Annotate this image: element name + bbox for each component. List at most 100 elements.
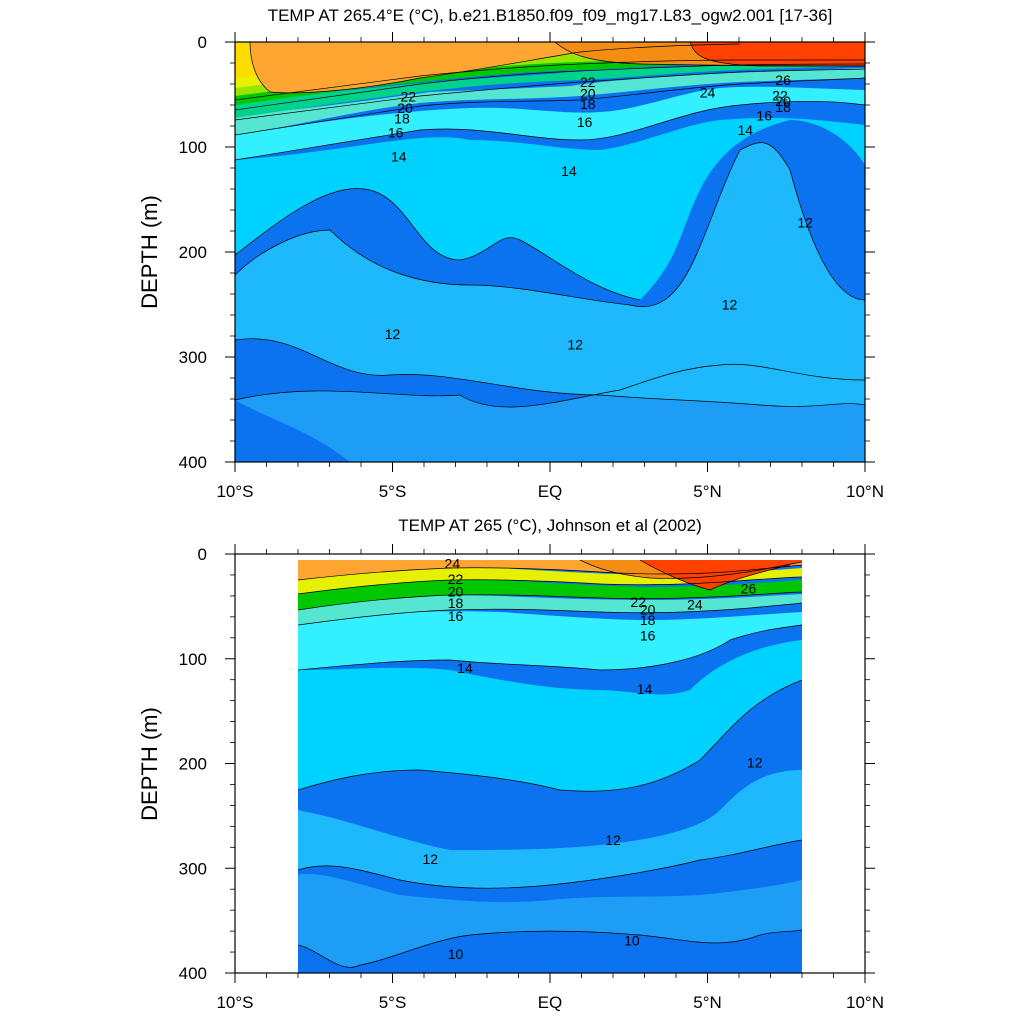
contour-label: 18 [394,111,410,127]
temp-band-18 [298,579,802,610]
temp-band-11 [298,874,802,968]
contour-label: 14 [391,148,407,164]
temp-band-14 [298,611,802,670]
contour-label: 12 [722,297,738,313]
y-tick-label: 0 [198,545,207,564]
y-tick-label: 200 [179,243,207,262]
y-tick-label: 400 [179,453,207,472]
contour-lines [298,560,802,968]
contour-label: 20 [397,100,413,116]
y-tick-label: 100 [179,138,207,157]
contour-line [235,100,865,161]
contour-label: 12 [567,336,583,352]
contour-label: 18 [448,595,464,611]
contour-line [298,602,802,626]
contour-label: 14 [637,681,653,697]
contour-label: 26 [775,72,791,88]
contour-label: 16 [756,108,772,124]
contour-line [689,42,865,67]
contour-label: 20 [775,93,791,109]
contour-line [298,576,802,595]
x-tick-label: EQ [538,993,563,1012]
contour-line [298,839,802,889]
contour-label: 16 [640,628,656,644]
contour-label: 22 [630,594,646,610]
x-tick-label: 5°S [379,482,407,501]
contour-line [235,338,865,407]
y-tick-label: 0 [198,33,207,52]
contour-label: 18 [580,96,596,112]
temp-band-13 [298,640,802,792]
y-tick-label: 300 [179,348,207,367]
contour-labels: 2220181614222018161424262220181614121212… [385,72,813,353]
y-axis-label: DEPTH (m) [137,707,162,821]
contour-label: 20 [640,602,656,618]
contour-label: 26 [741,581,757,597]
temp-band-12 [298,770,802,889]
contour-label: 18 [775,99,791,115]
contour-line [298,624,802,671]
contour-label: 18 [640,612,656,628]
model-temperature-panel: TEMP AT 265.4°E (°C), b.e21.B1850.f09_f0… [137,6,884,501]
temp-band-15 [235,86,865,160]
contour-label: 16 [577,114,593,130]
temp-band-20 [298,567,802,594]
contour-label: 12 [605,832,621,848]
contour-line [639,560,791,591]
x-tick-label: 5°S [379,993,407,1012]
contour-label: 12 [423,851,439,867]
contour-line [298,591,802,611]
axes: 10°S 5°S EQ 5°N 10°N 0 100 200 300 400 [179,32,884,501]
contour-label: 24 [445,555,461,571]
chart-title: TEMP AT 265.4°E (°C), b.e21.B1850.f09_f0… [268,6,833,25]
x-tick-label: 10°S [216,482,253,501]
y-tick-label: 100 [179,650,207,669]
y-tick-label: 400 [179,964,207,983]
contour-line [235,188,641,301]
contour-label: 22 [580,74,596,90]
contour-label: 22 [400,89,416,105]
contour-line [235,363,865,408]
temp-band-22 [250,42,865,93]
x-tick-label: EQ [538,482,563,501]
contour-label: 16 [448,608,464,624]
contour-line [235,142,865,307]
contour-label: 14 [738,122,754,138]
contour-line [235,68,865,121]
contour-label: 12 [797,215,813,231]
temp-band-13 [235,142,865,407]
y-tick-label: 200 [179,755,207,774]
axes: 10°S 5°S EQ 5°N 10°N 0 100 200 300 400 [179,544,884,1012]
contour-line [249,42,741,94]
contour-label: 10 [624,933,640,949]
contour-line [235,63,865,111]
contour-line [235,77,865,136]
y-axis-label: DEPTH (m) [137,195,162,309]
contour-label: 20 [448,584,464,600]
contour-label: 14 [457,660,473,676]
x-tick-label: 10°N [846,482,884,501]
contour-label: 24 [700,84,716,100]
contour-line [298,679,802,792]
temperature-fill-field [298,560,802,973]
x-tick-label: 5°N [693,993,722,1012]
contour-label: 22 [772,88,788,104]
y-tick-label: 300 [179,859,207,878]
contour-label: 12 [385,326,401,342]
x-tick-label: 10°N [846,993,884,1012]
contour-label: 24 [687,596,703,612]
contour-line [298,929,802,968]
contour-lines [235,42,865,408]
contour-label: 12 [747,754,763,770]
chart-title: TEMP AT 265 (°C), Johnson et al (2002) [398,516,702,535]
temp-band-26 [640,560,802,590]
contour-label: 16 [388,124,404,140]
contour-label: 10 [448,946,464,962]
contour-line [235,59,865,101]
temp-band-14 [235,117,865,301]
observed-temperature-panel: TEMP AT 265 (°C), Johnson et al (2002) [137,516,884,1012]
contour-label: 20 [580,85,596,101]
contour-line [579,560,802,579]
